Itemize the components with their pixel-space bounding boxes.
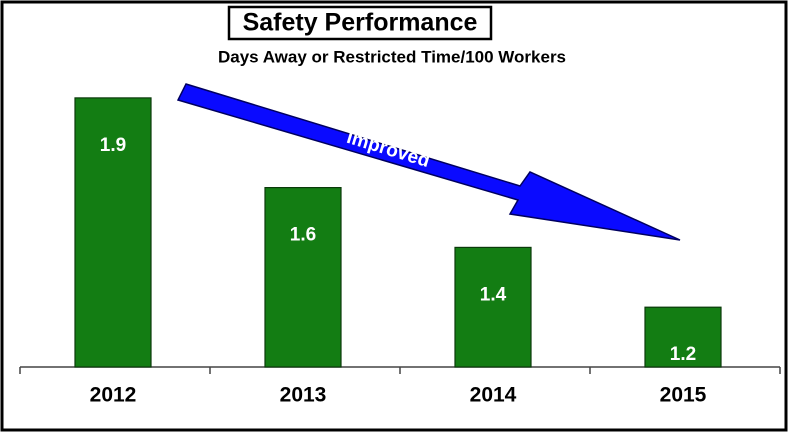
x-tick-label: 2013 <box>280 384 327 407</box>
arrow <box>176 83 681 241</box>
value-label: 1.4 <box>480 284 507 305</box>
x-tick-label: 2014 <box>470 384 517 407</box>
title-box <box>227 5 493 41</box>
bar <box>454 246 532 368</box>
value-label: 1.9 <box>100 135 126 156</box>
chart-subtitle: Days Away or Restricted Time/100 Workers <box>218 47 566 66</box>
bar <box>264 187 342 368</box>
value-label: 1.6 <box>290 225 316 246</box>
plot: 2012 1.9 2013 1.6 2014 1.4 2015 1.2 <box>19 97 781 407</box>
bar <box>644 306 722 368</box>
value-label: 1.2 <box>670 344 696 365</box>
x-tick-label: 2012 <box>90 384 137 407</box>
chart-title: Safety Performance <box>243 9 478 37</box>
bar <box>74 97 152 368</box>
x-tick-label: 2015 <box>660 384 707 407</box>
